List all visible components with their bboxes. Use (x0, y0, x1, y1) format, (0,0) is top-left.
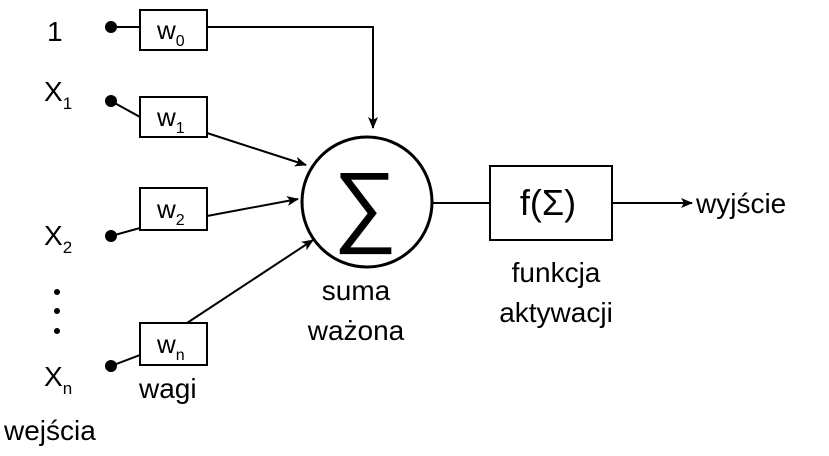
weight-label-1: w1 (156, 102, 185, 137)
input-label-1: X1 (44, 76, 72, 113)
ellipsis-dot-2 (54, 308, 60, 314)
weight-box-0 (139, 9, 208, 51)
weight-box-n (139, 322, 208, 366)
input-line-n (110, 354, 141, 367)
weights-caption: wagi (138, 373, 197, 404)
activation-caption-line1: funkcja (512, 257, 601, 288)
summation-caption-line2: ważona (307, 315, 405, 346)
input-label-0: 1 (47, 16, 63, 47)
weight-label-0: w0 (156, 15, 185, 50)
weight-line-1 (206, 132, 307, 167)
weight-line-0 (207, 26, 378, 129)
activation-caption-line2: aktywacji (499, 297, 613, 328)
activation-box (489, 165, 613, 241)
input-label-n: Xn (44, 361, 72, 398)
ellipsis-dot-1 (54, 289, 60, 295)
output-label: wyjście (695, 188, 786, 219)
inputs-caption: wejścia (3, 415, 96, 446)
weight-label-2: w2 (156, 194, 185, 229)
summation-symbol: ∑ (333, 155, 397, 255)
weight-box-1 (139, 96, 208, 138)
input-line-2 (110, 227, 141, 237)
weight-line-n (186, 239, 314, 324)
activation-function-label: f(Σ) (520, 182, 576, 223)
summation-caption-line1: suma (322, 275, 391, 306)
ellipsis-dot-3 (54, 328, 60, 334)
weight-box-2 (139, 187, 208, 231)
input-label-2: X2 (44, 220, 72, 257)
input-line-1 (110, 100, 141, 118)
weight-label-n: wn (156, 329, 185, 364)
weight-line-2 (206, 196, 299, 217)
